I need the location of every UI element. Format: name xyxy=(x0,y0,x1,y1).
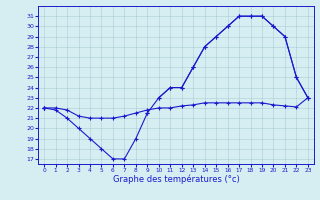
X-axis label: Graphe des températures (°c): Graphe des températures (°c) xyxy=(113,175,239,184)
